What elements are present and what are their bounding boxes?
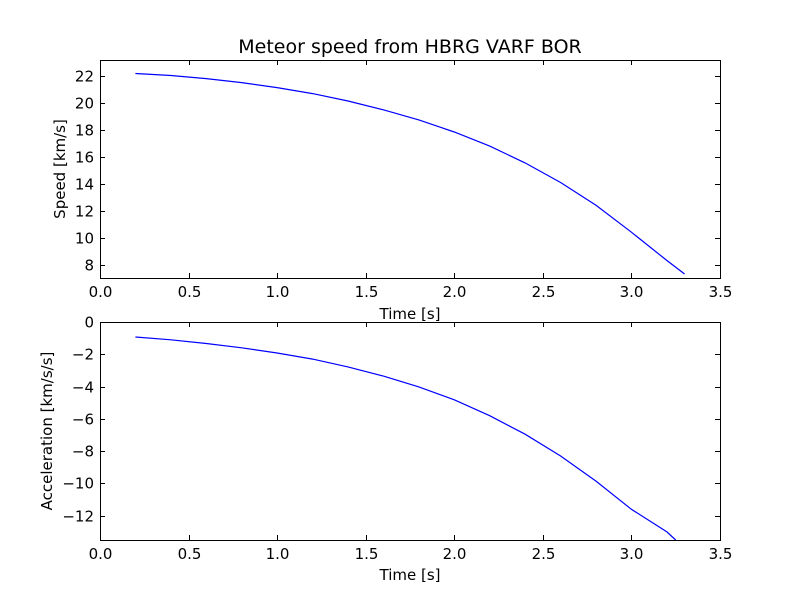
acceleration-x-tick-label: 1.0 — [266, 545, 290, 563]
acceleration-x-tick-label: 0.5 — [178, 545, 202, 563]
speed-y-tick-label: 18 — [75, 122, 94, 140]
speed-x-tick-label: 0.0 — [89, 283, 113, 301]
speed-subplot: Meteor speed from HBRG VARF BOR Time [s]… — [51, 36, 732, 323]
speed-series-line — [135, 72, 685, 275]
acceleration-series-line — [135, 336, 677, 541]
chart-title: Meteor speed from HBRG VARF BOR — [238, 36, 581, 58]
acceleration-x-axis-label: Time [s] — [379, 566, 441, 584]
acceleration-plot-frame — [100, 322, 721, 541]
speed-x-tick-label: 2.5 — [532, 283, 556, 301]
acceleration-y-tick-label: −8 — [72, 443, 94, 461]
speed-y-tick-label: 14 — [75, 176, 94, 194]
speed-y-tick-label: 20 — [75, 95, 94, 113]
speed-x-tick-label: 2.0 — [443, 283, 467, 301]
acceleration-subplot: Time [s] Acceleration [km/s/s] 0.0 0.5 1.0… — [38, 314, 732, 585]
speed-ticks: 0.0 0.5 1.0 1.5 2.0 2.5 3.0 3.5 8 10 12 14 16 18 20 22 — [75, 60, 733, 301]
speed-x-tick-label: 1.5 — [355, 283, 379, 301]
acceleration-y-tick-label: −2 — [72, 346, 94, 364]
speed-x-tick-label: 3.5 — [709, 283, 733, 301]
speed-x-tick-label: 1.0 — [266, 283, 290, 301]
acceleration-x-tick-label: 0.0 — [89, 545, 113, 563]
speed-y-tick-label: 10 — [75, 230, 94, 248]
speed-y-tick-label: 22 — [75, 68, 94, 86]
acceleration-ticks: 0.0 0.5 1.0 1.5 2.0 2.5 3.0 3.5 0 −2 −4 −6 −8 −10 −12 — [62, 314, 732, 564]
speed-x-tick-label: 3.0 — [620, 283, 644, 301]
acceleration-x-tick-label: 2.0 — [443, 545, 467, 563]
acceleration-y-tick-label: −10 — [62, 475, 94, 493]
acceleration-y-tick-label: 0 — [84, 314, 94, 332]
acceleration-y-tick-label: −12 — [62, 508, 94, 526]
speed-plot-frame — [100, 60, 721, 279]
speed-y-tick-label: 16 — [75, 149, 94, 167]
acceleration-y-tick-label: −6 — [72, 411, 94, 429]
speed-x-tick-label: 0.5 — [178, 283, 202, 301]
acceleration-y-tick-label: −4 — [72, 379, 94, 397]
acceleration-x-tick-label: 2.5 — [532, 545, 556, 563]
acceleration-x-tick-label: 1.5 — [355, 545, 379, 563]
acceleration-x-tick-label: 3.0 — [620, 545, 644, 563]
acceleration-x-tick-label: 3.5 — [709, 545, 733, 563]
speed-y-axis-label: Speed [km/s] — [51, 119, 69, 219]
speed-x-axis-label: Time [s] — [379, 305, 441, 323]
acceleration-y-axis-label: Acceleration [km/s/s] — [38, 352, 56, 511]
speed-y-tick-label: 12 — [75, 203, 94, 221]
speed-y-tick-label: 8 — [84, 257, 94, 275]
